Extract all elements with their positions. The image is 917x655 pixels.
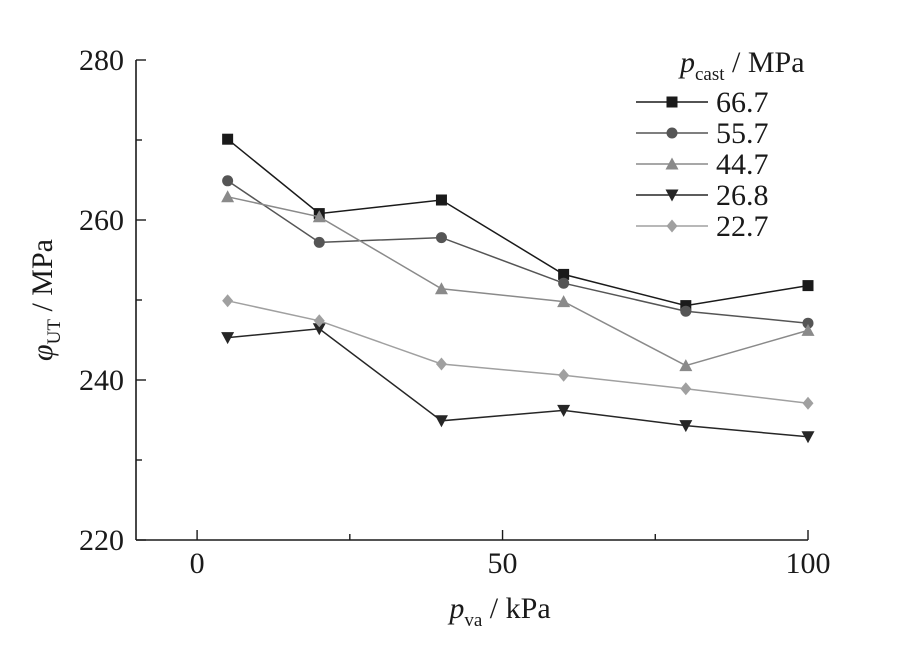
legend-title-sub: cast — [695, 64, 725, 85]
data-point — [801, 323, 815, 336]
x-tick-label: 0 — [190, 547, 205, 580]
legend-marker — [666, 96, 678, 108]
y-tick-label: 240 — [79, 364, 124, 397]
legend-title: pcast / MPa — [678, 46, 805, 85]
x-tick-label: 50 — [488, 547, 518, 580]
data-point — [557, 295, 571, 308]
data-point — [435, 232, 447, 244]
y-tick-label: 280 — [79, 44, 124, 77]
data-point — [434, 415, 448, 428]
data-point — [222, 133, 234, 145]
legend-label: 22.7 — [716, 210, 769, 243]
data-point — [434, 282, 448, 295]
series-line-0 — [227, 138, 809, 307]
legend-label: 44.7 — [716, 148, 769, 181]
data-point — [680, 382, 692, 396]
series-line-1 — [227, 180, 809, 324]
axis-ticks: 220 240 260 280 0 50 100 — [79, 44, 831, 580]
data-point — [679, 420, 693, 433]
data-point — [680, 305, 692, 317]
data-point — [558, 368, 570, 382]
legend-label: 66.7 — [716, 86, 769, 119]
legend-label: 55.7 — [716, 117, 769, 150]
legend: pcast / MPa 66.755.744.726.822.7 — [636, 46, 805, 243]
legend-label: 26.8 — [716, 179, 769, 212]
y-tick-label: 260 — [79, 204, 124, 237]
data-point — [558, 277, 570, 289]
data-point — [221, 332, 235, 345]
data-point — [557, 404, 571, 417]
x-axis-label-sub: va — [464, 610, 483, 631]
data-point — [802, 317, 814, 329]
data-point — [312, 323, 326, 336]
data-point — [435, 357, 447, 371]
y-tick-label: 220 — [79, 524, 124, 557]
legend-marker — [665, 189, 679, 202]
data-point — [313, 236, 325, 248]
data-point — [221, 190, 235, 203]
series-layer — [221, 133, 815, 444]
legend-items: 66.755.744.726.822.7 — [636, 86, 769, 243]
data-point — [558, 268, 570, 280]
legend-marker — [666, 219, 678, 233]
data-point — [680, 300, 692, 312]
data-point — [802, 396, 814, 410]
y-axis-label: φUT / MPa — [26, 239, 65, 361]
x-tick-label: 100 — [786, 547, 831, 580]
data-point — [679, 359, 693, 372]
x-axis-label: pva / kPa — [447, 592, 550, 631]
series-line-4 — [227, 300, 809, 404]
data-point — [435, 194, 447, 206]
x-axis-label-var: p — [447, 592, 464, 625]
x-axis-label-unit: / kPa — [482, 592, 550, 625]
legend-marker — [665, 157, 679, 170]
y-axis-label-sub: UT — [44, 319, 65, 345]
data-point — [801, 431, 815, 444]
y-axis-label-var: φ — [26, 344, 59, 361]
y-axis-label-unit: / MPa — [26, 239, 59, 319]
legend-title-unit: / MPa — [725, 46, 805, 79]
series-line-2 — [227, 196, 809, 367]
series-line-3 — [227, 328, 809, 438]
plot-area: 220 240 260 280 0 50 100 — [79, 44, 831, 580]
legend-title-var: p — [678, 46, 695, 79]
data-point — [222, 175, 234, 187]
data-point — [312, 210, 326, 223]
data-point — [802, 280, 814, 292]
legend-marker — [666, 127, 678, 139]
data-point — [313, 314, 325, 328]
data-point — [222, 294, 234, 308]
